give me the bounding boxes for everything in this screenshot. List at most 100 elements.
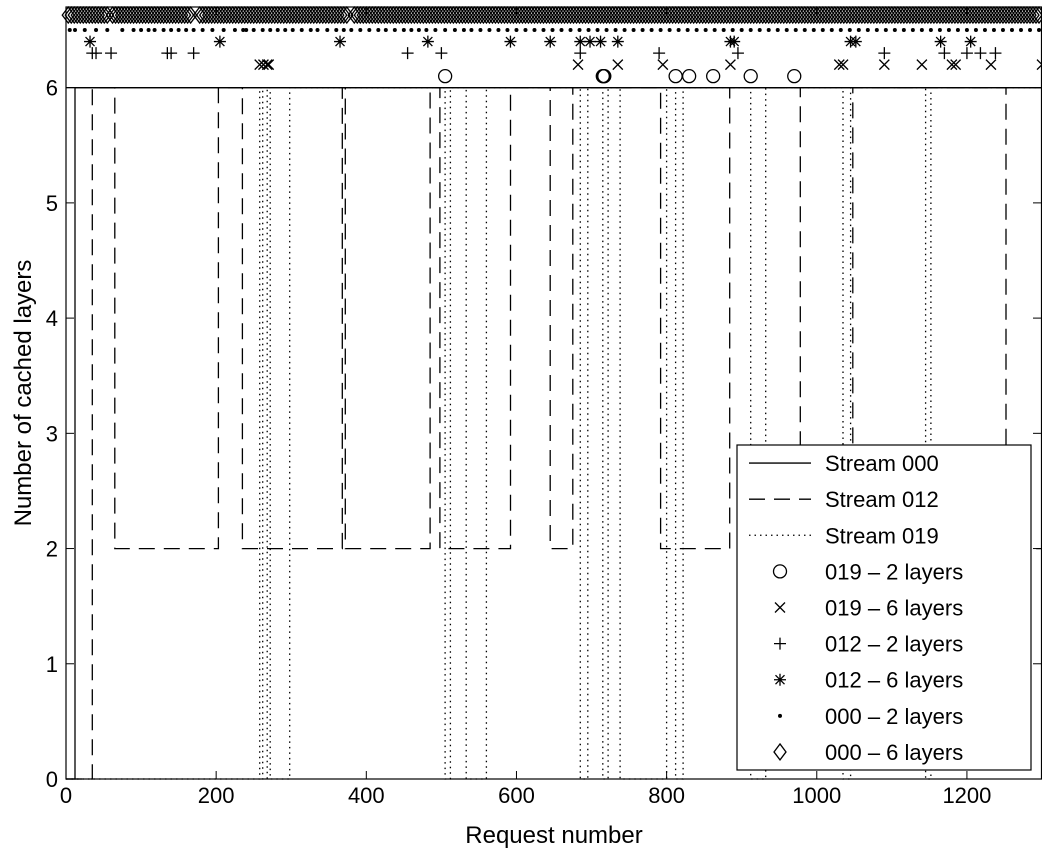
marker-point xyxy=(680,5,695,25)
marker-point xyxy=(572,5,587,25)
marker-point xyxy=(138,5,153,25)
marker-point xyxy=(897,5,911,25)
marker-point xyxy=(473,5,488,25)
marker-point xyxy=(614,5,629,25)
marker-point xyxy=(324,5,339,25)
marker-point xyxy=(496,28,501,33)
marker-point xyxy=(216,5,231,25)
marker-point xyxy=(948,5,962,25)
marker-point xyxy=(139,28,144,33)
marker-point xyxy=(593,5,608,25)
marker-point xyxy=(192,5,207,25)
marker-point xyxy=(150,5,165,25)
marker-point xyxy=(545,5,560,25)
y-tick-label: 5 xyxy=(46,191,58,216)
marker-point xyxy=(938,47,951,60)
marker-point xyxy=(969,5,983,25)
marker-point xyxy=(910,28,915,33)
marker-point xyxy=(861,5,875,25)
marker-point xyxy=(161,28,166,33)
marker-point xyxy=(815,5,830,25)
marker-point xyxy=(800,5,815,25)
marker-point xyxy=(347,5,362,25)
marker-point xyxy=(572,59,584,71)
marker-point xyxy=(336,5,351,25)
marker-point xyxy=(1002,5,1016,25)
marker-point xyxy=(146,28,151,33)
marker-point xyxy=(527,5,542,25)
marker-point xyxy=(488,5,503,25)
marker-point xyxy=(419,5,434,25)
marker-point xyxy=(362,5,377,25)
marker-point xyxy=(865,28,870,33)
marker-point xyxy=(464,5,479,25)
marker-point xyxy=(650,5,665,25)
marker-point xyxy=(858,5,872,25)
marker-point xyxy=(169,28,174,33)
marker-point xyxy=(775,28,780,33)
marker-point xyxy=(548,5,563,25)
marker-rows xyxy=(61,5,1042,84)
legend-entry-3: 019 – 2 layers xyxy=(772,559,963,584)
marker-point xyxy=(596,5,611,25)
marker-point xyxy=(530,5,545,25)
marker-point xyxy=(222,5,237,25)
marker-point xyxy=(973,28,978,33)
marker-point xyxy=(584,35,597,48)
marker-point xyxy=(954,5,968,25)
marker-point xyxy=(246,5,261,25)
legend-entry-6: 012 – 6 layers xyxy=(774,668,963,693)
marker-point xyxy=(870,5,884,25)
marker-point xyxy=(449,5,464,25)
marker-point xyxy=(187,47,200,60)
marker-point xyxy=(830,5,845,25)
marker-point xyxy=(183,5,198,25)
marker-point xyxy=(737,5,752,25)
x-tick-label: 200 xyxy=(198,783,235,808)
marker-point xyxy=(371,5,386,25)
marker-point xyxy=(201,5,216,25)
marker-point xyxy=(318,5,333,25)
marker-point xyxy=(356,5,371,25)
marker-point xyxy=(928,28,933,33)
legend-label: Stream 000 xyxy=(825,451,939,476)
x-tick-label: 0 xyxy=(60,783,72,808)
marker-point xyxy=(437,68,453,84)
marker-point xyxy=(105,5,120,25)
y-tick-label: 0 xyxy=(46,767,58,792)
marker-point xyxy=(784,28,789,33)
marker-point xyxy=(719,5,734,25)
marker-point xyxy=(184,28,189,33)
marker-point xyxy=(422,5,437,25)
series-line-2 xyxy=(66,87,1042,780)
marker-point xyxy=(797,5,812,25)
marker-point xyxy=(461,28,466,33)
marker-point xyxy=(291,5,306,25)
marker-point xyxy=(90,47,103,60)
legend-label: Stream 012 xyxy=(825,487,939,512)
marker-point xyxy=(927,5,941,25)
marker-point xyxy=(1023,5,1037,25)
marker-point xyxy=(341,28,346,33)
marker-point xyxy=(818,5,833,25)
marker-point xyxy=(165,47,178,60)
marker-point xyxy=(559,28,564,33)
marker-point xyxy=(620,5,635,25)
marker-point xyxy=(82,28,87,33)
marker-point xyxy=(168,5,183,25)
marker-point xyxy=(374,5,389,25)
marker-point xyxy=(668,5,683,25)
marker-point xyxy=(842,5,857,25)
marker-point xyxy=(443,28,448,33)
marker-point xyxy=(359,5,374,25)
marker-point xyxy=(257,59,269,71)
marker-point xyxy=(665,5,680,25)
marker-point xyxy=(294,5,309,25)
marker-point xyxy=(657,59,669,71)
marker-point xyxy=(512,5,527,25)
marker-point xyxy=(219,5,234,25)
marker-point xyxy=(957,5,971,25)
marker-point xyxy=(1036,59,1042,71)
marker-point xyxy=(76,5,91,25)
marker-point xyxy=(894,5,908,25)
